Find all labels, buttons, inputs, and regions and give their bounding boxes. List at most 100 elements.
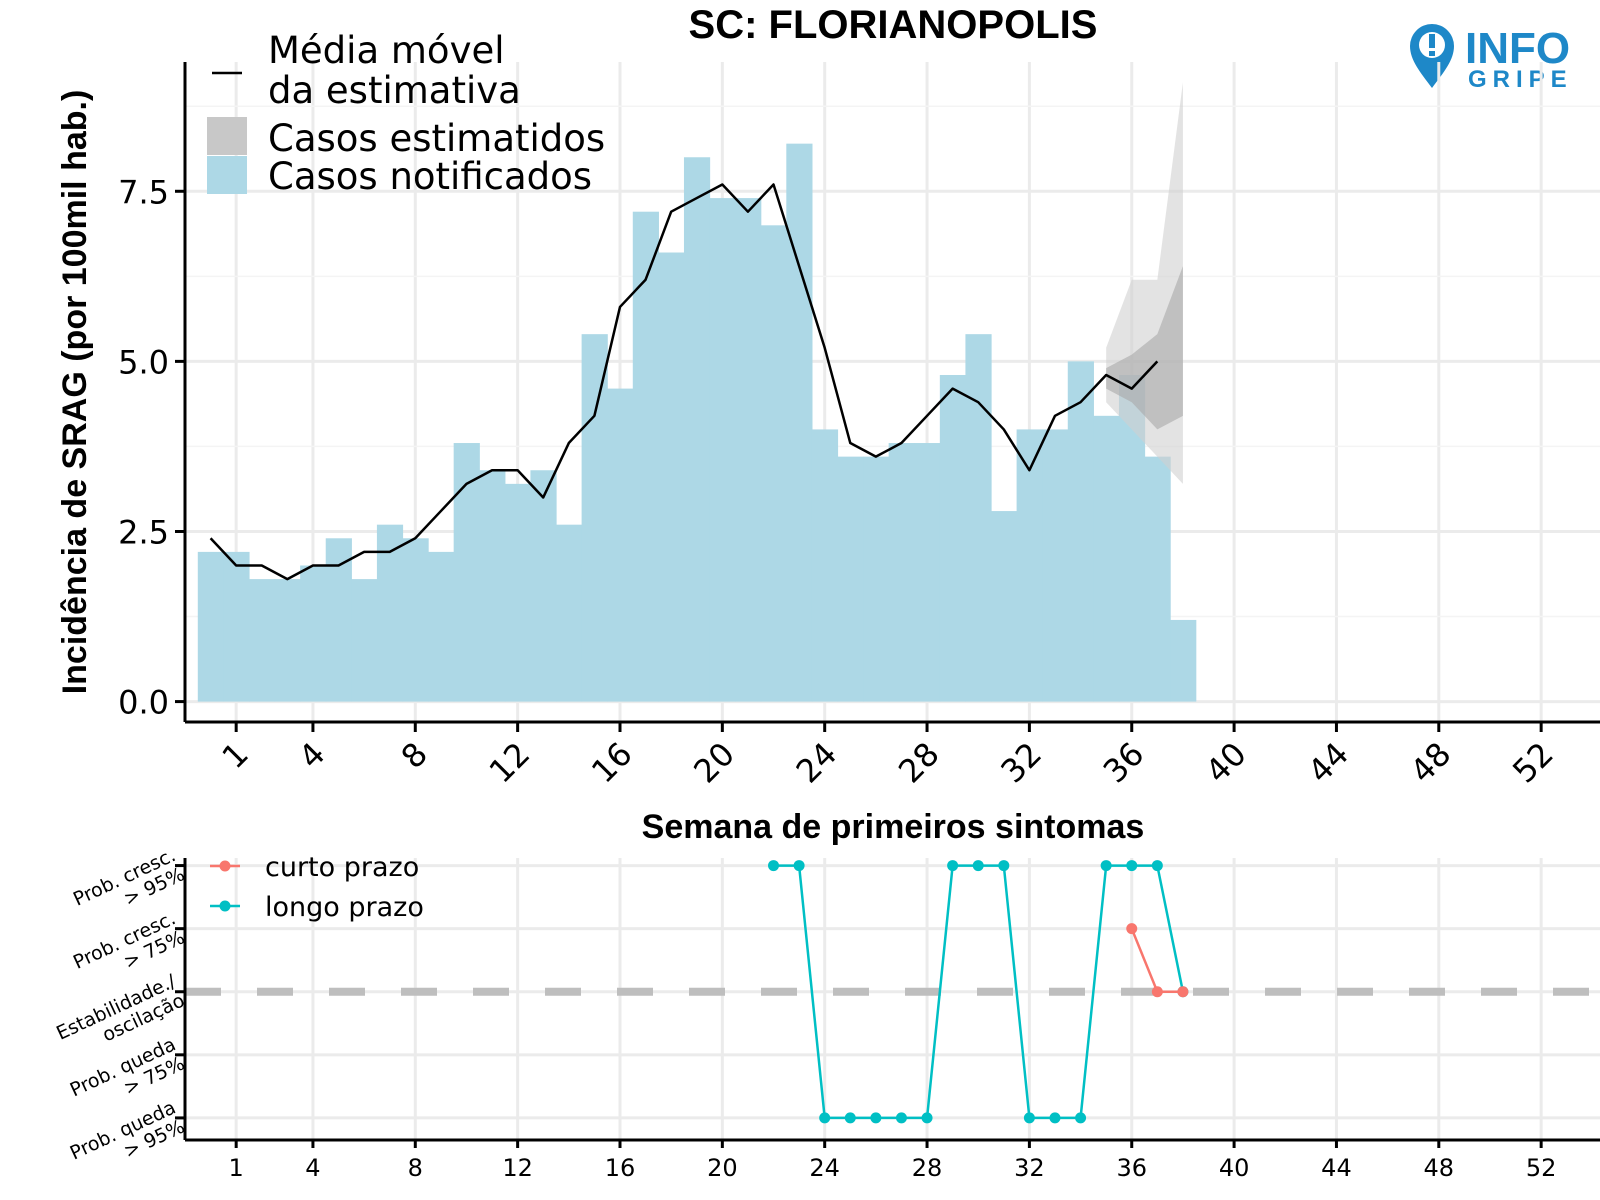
x-axis-title: Semana de primeiros sintomas [642,808,1145,846]
bar-week-1 [223,551,250,702]
legend-key-notified [207,156,247,194]
trend-point [1126,860,1138,872]
chart-title: SC: FLORIANOPOLIS [689,3,1098,47]
bar-week-18 [658,252,685,702]
x-tick-label: 8 [394,735,435,776]
trend-x-tick-label: 28 [912,1154,943,1182]
trend-point [768,860,780,872]
y-axis-title: Incidência de SRAG (por 100mil hab.) [56,90,94,695]
trend-point [1023,1112,1035,1124]
bar-week-10 [453,443,480,702]
trend-point [819,1112,831,1124]
trend-point [1177,986,1189,998]
trend-point [1151,986,1163,998]
x-tick-label: 40 [1198,735,1254,791]
trend-legend: curto prazo longo prazo [210,852,424,923]
x-tick-label: 48 [1403,735,1459,791]
legend-key-estimated [207,117,247,155]
x-tick-label: 32 [993,735,1049,791]
bar-week-31 [991,511,1018,702]
trend-x-tick-label: 32 [1014,1154,1045,1182]
bar-week-8 [402,538,429,702]
moving-average-layer [209,183,1159,581]
legend-label-long-term: longo prazo [265,892,424,923]
bar-week-34 [1067,361,1094,702]
trend-category-label: Prob. queda> 95% [67,1097,188,1184]
trend-point [1049,1112,1061,1124]
trend-x-tick-label: 12 [502,1154,533,1182]
x-tick-label: 36 [1096,735,1152,791]
trend-point [1100,860,1112,872]
bar-week-9 [428,551,455,702]
trend-point [972,860,984,872]
bar-week-12 [504,483,532,702]
trend-point [1075,1112,1087,1124]
x-tick-label: 1 [215,735,256,776]
x-tick-label: 4 [291,735,332,776]
bar-week-29 [939,374,967,702]
bar-week-16 [607,388,634,702]
bar-week-13 [530,470,557,702]
trend-x-tick-label: 44 [1321,1154,1352,1182]
legend-label-notified: Casos notificados [268,155,592,198]
bar-week-11 [479,470,506,702]
trend-x-tick-label: 1 [229,1154,244,1182]
x-tick-label: 12 [482,735,538,791]
bar-week-24 [811,429,839,702]
logo-text-gripe: GRIPE [1468,66,1573,93]
y-tick-label: 2.5 [118,513,169,551]
y-tick-label: 5.0 [118,343,169,381]
legend-label-moving-average: Média móvel da estimativa [268,29,521,112]
trend-x-tick-label: 8 [408,1154,423,1182]
bar-week-2 [248,579,276,702]
bar-week-27 [888,443,915,702]
estimate-band-inner [1106,266,1183,430]
moving-average-line [209,183,1159,581]
trend-x-tick-label: 48 [1424,1154,1455,1182]
trend-x-tick-label: 36 [1116,1154,1147,1182]
trend-x-tick-label: 4 [305,1154,320,1182]
bar-week-7 [376,524,404,702]
x-tick-label: 24 [789,735,845,791]
bar-week-14 [556,524,583,702]
bar-week-38 [1170,619,1197,702]
trend-point [895,1112,907,1124]
bar-week-20 [709,198,736,702]
bar-week-0 [197,551,224,702]
bar-week-22 [760,225,787,702]
trend-point [947,860,959,872]
trend-series [768,860,1189,1124]
bar-week-21 [735,198,762,702]
bar-week-19 [683,157,711,702]
x-tick-label: 28 [891,735,947,791]
bar-week-15 [581,334,608,702]
legend-label-short-term: curto prazo [265,852,419,883]
trend-point [998,860,1010,872]
bar-week-35 [1093,415,1120,702]
bar-week-5 [325,538,352,702]
bar-week-32 [1016,429,1043,702]
y-tick-label: 0.0 [118,684,169,722]
y-tick-label: 7.5 [118,173,169,211]
notified-bars [197,143,1197,702]
trend-x-tick-label: 24 [809,1154,840,1182]
trend-point [1151,860,1163,872]
trend-point [921,1112,933,1124]
bar-week-4 [300,565,327,702]
trend-line-curto-prazo [1130,928,1183,993]
logo-text-info: INFO [1465,24,1570,73]
bar-week-23 [786,143,813,702]
trend-point [793,860,805,872]
bar-week-28 [914,443,941,702]
legend-label-estimated: Casos estimatidos [268,117,605,160]
x-tick-label: 52 [1505,735,1561,791]
x-tick-label: 44 [1300,735,1356,791]
bar-week-3 [274,579,301,702]
trend-x-tick-label: 16 [605,1154,636,1182]
x-tick-label: 20 [686,735,742,791]
bar-week-37 [1144,456,1171,702]
trend-x-tick-label: 52 [1526,1154,1557,1182]
bar-week-6 [351,579,378,702]
infogripe-logo: INFO GRIPE [1410,24,1573,93]
